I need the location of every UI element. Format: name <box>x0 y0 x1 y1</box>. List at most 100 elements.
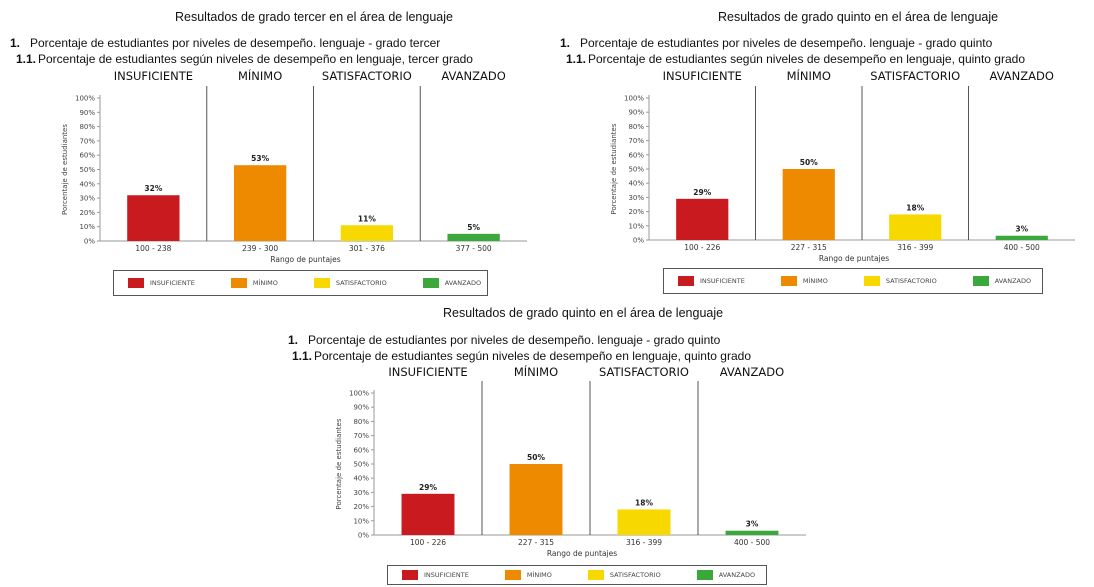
legend-item: INSUFICIENTE <box>678 276 745 286</box>
legend-swatch <box>696 570 713 580</box>
legend-label: INSUFICIENTE <box>424 571 469 579</box>
heading-text: Porcentaje de estudiantes por niveles de… <box>308 333 721 347</box>
x-axis-label: Rango de puntajes <box>547 549 617 558</box>
legend: INSUFICIENTE MÍNIMO SATISFACTORIO AVANZADO <box>663 268 1043 294</box>
y-tick-label: 10% <box>628 222 644 230</box>
bar <box>233 165 287 241</box>
y-tick-label: 30% <box>353 489 369 497</box>
subheading-number: 1.1. <box>16 52 37 66</box>
legend-item: SATISFACTORIO <box>587 570 661 580</box>
y-tick-label: 60% <box>628 151 644 159</box>
x-tick-label: 301 - 376 <box>349 244 385 253</box>
legend-swatch <box>313 278 330 288</box>
legend-label: MÍNIMO <box>252 279 278 287</box>
legend-swatch <box>230 278 247 288</box>
heading-number: 1. <box>288 333 299 347</box>
legend-item: INSUFICIENTE <box>128 278 195 288</box>
legend-label: AVANZADO <box>994 277 1032 285</box>
bar-value-label: 50% <box>800 158 818 167</box>
y-tick-label: 90% <box>79 109 95 117</box>
legend-item: MÍNIMO <box>504 570 552 580</box>
bar <box>340 225 394 241</box>
bar-value-label: 29% <box>693 188 711 197</box>
bar <box>676 198 729 240</box>
level-header: INSUFICIENTE <box>114 69 193 83</box>
chart-title: Resultados de grado tercer en el área de… <box>175 10 453 24</box>
bar-value-label: 29% <box>419 483 437 492</box>
x-tick-label: 227 - 315 <box>518 538 554 547</box>
x-tick-label: 100 - 226 <box>410 538 446 547</box>
y-tick-label: 40% <box>79 180 95 188</box>
legend: INSUFICIENTE MÍNIMO SATISFACTORIO AVANZADO <box>113 270 488 296</box>
legend-item: SATISFACTORIO <box>863 276 937 286</box>
bar-value-label: 53% <box>251 154 269 163</box>
y-tick-label: 20% <box>79 209 95 217</box>
subheading-text: Porcentaje de estudiantes según niveles … <box>588 52 1025 66</box>
y-tick-label: 90% <box>353 404 369 412</box>
y-tick-label: 60% <box>353 446 369 454</box>
legend-item: INSUFICIENTE <box>402 570 469 580</box>
y-tick-label: 70% <box>628 137 644 145</box>
x-tick-label: 100 - 238 <box>135 244 171 253</box>
legend-label: INSUFICIENTE <box>700 277 745 285</box>
legend-swatch <box>780 276 797 286</box>
y-tick-label: 0% <box>633 237 644 245</box>
x-tick-label: 400 - 500 <box>1004 243 1040 252</box>
bar <box>127 195 180 241</box>
bar-value-label: 3% <box>1015 225 1028 234</box>
legend-label: INSUFICIENTE <box>150 279 195 287</box>
y-tick-label: 100% <box>75 95 95 103</box>
y-tick-label: 60% <box>79 152 95 160</box>
legend-label: SATISFACTORIO <box>885 277 937 285</box>
y-axis-label: Porcentaje de estudiantes <box>61 124 69 215</box>
chart-heading: 1. Porcentaje de estudiantes por niveles … <box>288 333 720 347</box>
bar <box>509 464 563 535</box>
subheading-text: Porcentaje de estudiantes según niveles … <box>38 52 473 66</box>
chart-subheading: 1.1. Porcentaje de estudiantes según nive… <box>16 52 473 66</box>
x-tick-label: 377 - 500 <box>456 244 492 253</box>
level-header: MÍNIMO <box>787 68 831 83</box>
chart-heading: 1. Porcentaje de estudiantes por niveles … <box>560 36 992 50</box>
legend-label: MÍNIMO <box>802 277 828 285</box>
x-tick-label: 239 - 300 <box>242 244 278 253</box>
bar-value-label: 5% <box>467 223 480 232</box>
level-header: SATISFACTORIO <box>599 365 689 379</box>
bar-value-label: 32% <box>144 184 162 193</box>
x-tick-label: 100 - 226 <box>684 243 720 252</box>
bar-value-label: 11% <box>358 214 376 223</box>
y-tick-label: 40% <box>353 475 369 483</box>
legend-label: MÍNIMO <box>526 571 552 579</box>
heading-text: Porcentaje de estudiantes por niveles de… <box>580 36 993 50</box>
legend-swatch <box>422 278 439 288</box>
level-header: SATISFACTORIO <box>870 69 960 83</box>
bar <box>889 214 942 240</box>
level-header: MÍNIMO <box>514 364 558 379</box>
chart-heading: 1. Porcentaje de estudiantes por niveles … <box>10 36 440 50</box>
legend: INSUFICIENTE MÍNIMO SATISFACTORIO AVANZADO <box>387 565 767 585</box>
bar-value-label: 18% <box>906 203 924 212</box>
y-tick-label: 0% <box>84 238 95 246</box>
y-tick-label: 80% <box>628 123 644 131</box>
level-header: AVANZADO <box>990 69 1054 83</box>
bar-value-label: 50% <box>527 453 545 462</box>
x-tick-label: 227 - 315 <box>791 243 827 252</box>
y-tick-label: 100% <box>349 390 369 398</box>
bar <box>617 509 671 535</box>
y-tick-label: 70% <box>353 432 369 440</box>
heading-text: Porcentaje de estudiantes por niveles de… <box>30 36 441 50</box>
legend-swatch <box>587 570 604 580</box>
y-tick-label: 50% <box>353 461 369 469</box>
subheading-number: 1.1. <box>566 52 587 66</box>
y-tick-label: 10% <box>353 517 369 525</box>
legend-label: SATISFACTORIO <box>335 279 387 287</box>
legend-swatch <box>402 570 418 580</box>
heading-number: 1. <box>10 36 21 50</box>
y-tick-label: 20% <box>353 503 369 511</box>
level-header: INSUFICIENTE <box>663 69 742 83</box>
bar <box>447 233 500 241</box>
legend-item: AVANZADO <box>972 276 1032 286</box>
bar <box>995 235 1048 240</box>
y-tick-label: 80% <box>79 123 95 131</box>
